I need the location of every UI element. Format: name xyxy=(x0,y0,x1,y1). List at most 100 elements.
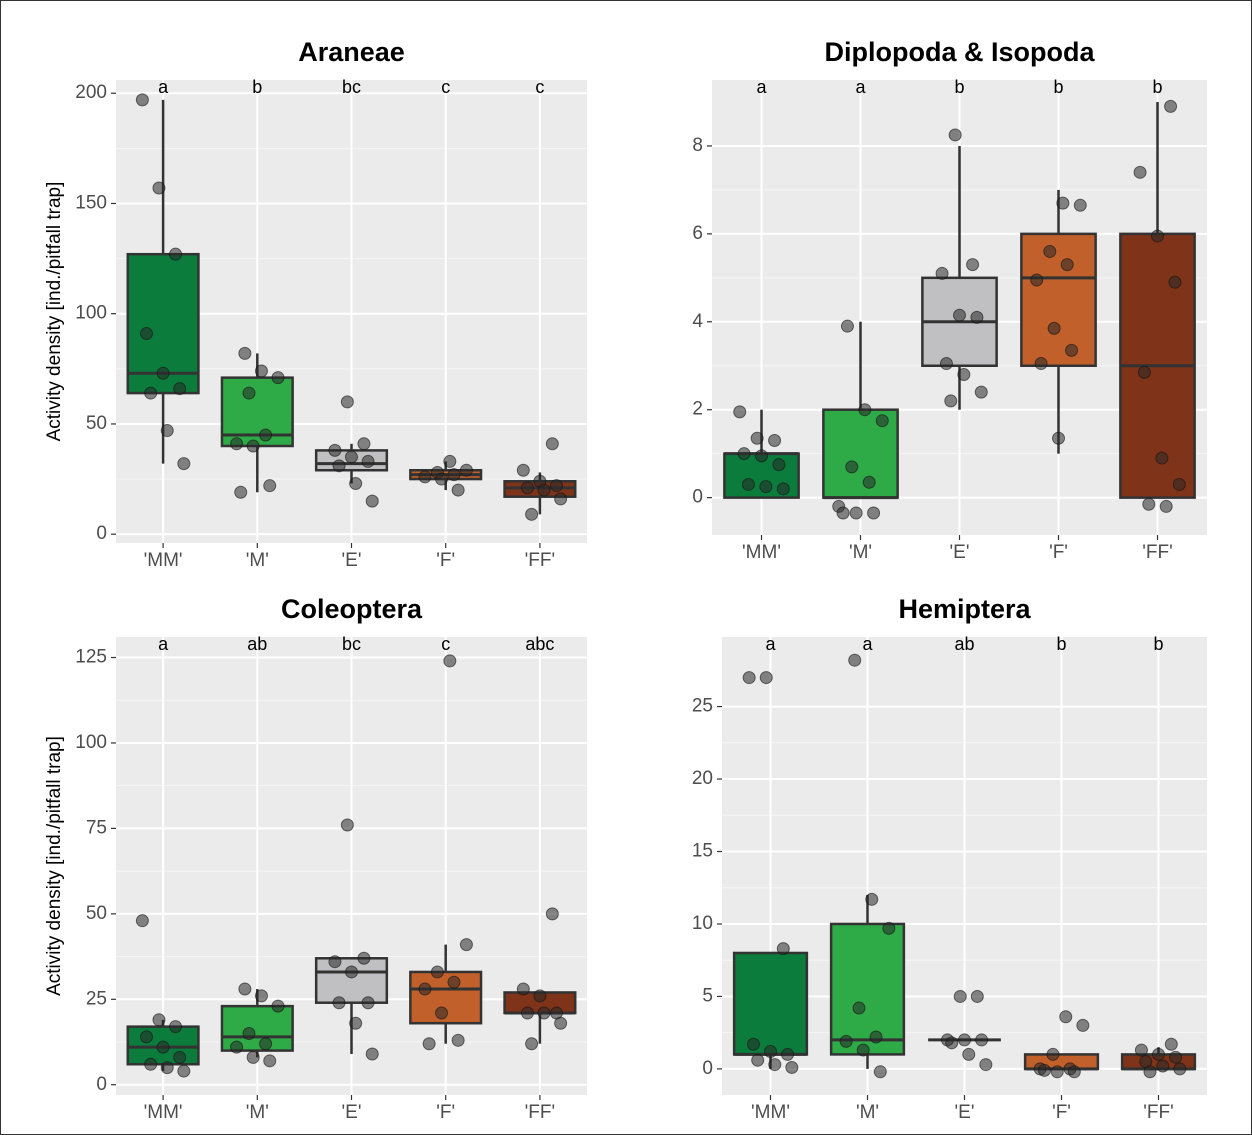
data-point xyxy=(263,479,277,493)
data-point xyxy=(1034,357,1048,371)
y-tick-label: 15 xyxy=(692,841,713,862)
data-point xyxy=(537,483,551,497)
significance-letter: b xyxy=(954,77,964,97)
significance-letter: bc xyxy=(342,634,361,654)
data-point xyxy=(340,818,354,832)
data-point xyxy=(979,1058,993,1072)
data-point xyxy=(849,506,863,520)
data-point xyxy=(177,457,191,471)
y-tick-label: 10 xyxy=(692,913,713,934)
box xyxy=(732,951,809,1056)
y-tick-label: 50 xyxy=(86,413,107,434)
data-point xyxy=(451,483,465,497)
panel-title: Diplopoda & Isopoda xyxy=(825,37,1096,67)
data-point xyxy=(271,371,285,385)
data-point xyxy=(345,965,358,979)
data-point xyxy=(1143,1065,1157,1079)
data-point xyxy=(230,1040,244,1054)
data-point xyxy=(135,93,149,107)
data-point xyxy=(1173,1062,1187,1076)
data-point xyxy=(554,492,568,506)
data-point xyxy=(177,1064,191,1078)
y-tick-label: 0 xyxy=(96,1074,107,1095)
data-point xyxy=(263,1054,277,1068)
data-point xyxy=(953,989,967,1003)
data-point xyxy=(852,1001,866,1015)
data-point xyxy=(234,485,248,499)
data-point xyxy=(173,1050,187,1064)
data-point xyxy=(1164,99,1178,113)
data-point xyxy=(418,982,432,996)
y-tick-label: 25 xyxy=(692,696,713,717)
data-point xyxy=(447,468,461,482)
data-point xyxy=(1155,451,1169,465)
x-tick-label: 'FF' xyxy=(1142,542,1172,563)
data-point xyxy=(1156,1059,1170,1073)
data-point xyxy=(328,955,342,969)
data-point xyxy=(970,989,984,1003)
data-point xyxy=(430,965,444,979)
data-point xyxy=(169,1020,183,1034)
significance-letter: b xyxy=(252,77,262,97)
data-point xyxy=(845,460,859,474)
significance-letter: a xyxy=(862,634,873,654)
y-tick-label: 5 xyxy=(702,985,713,1006)
x-tick-label: 'M' xyxy=(246,550,269,571)
data-point xyxy=(768,433,782,447)
data-point xyxy=(966,258,980,272)
y-axis-label: Activity density [ind./pitfall trap] xyxy=(44,736,65,996)
data-point xyxy=(882,921,896,935)
x-tick-label: 'MM' xyxy=(751,1102,790,1123)
y-tick-label: 200 xyxy=(75,82,107,103)
data-point xyxy=(1046,1047,1060,1061)
data-point xyxy=(1043,244,1057,258)
data-point xyxy=(537,1006,551,1020)
y-tick-label: 0 xyxy=(96,523,107,544)
data-point xyxy=(1052,431,1065,445)
data-point xyxy=(856,1043,870,1057)
data-point xyxy=(1152,1047,1165,1061)
significance-letter: ab xyxy=(247,634,267,654)
data-point xyxy=(867,506,881,520)
data-point xyxy=(1134,1043,1148,1057)
data-point xyxy=(858,403,872,417)
data-point xyxy=(345,450,358,464)
box xyxy=(829,922,906,1056)
data-point xyxy=(776,482,790,496)
significance-letter: b xyxy=(1056,634,1066,654)
significance-letter: b xyxy=(1053,77,1063,97)
data-point xyxy=(953,308,966,322)
data-point xyxy=(328,443,342,457)
data-point xyxy=(764,1045,777,1059)
data-point xyxy=(750,431,764,445)
y-tick-label: 75 xyxy=(86,817,107,838)
y-tick-label: 4 xyxy=(692,311,703,332)
significance-letter: b xyxy=(1152,77,1162,97)
x-tick-label: 'M' xyxy=(856,1102,879,1123)
data-point xyxy=(156,1040,170,1054)
data-point xyxy=(549,479,563,493)
x-tick-label: 'F' xyxy=(436,550,455,571)
data-point xyxy=(862,475,876,489)
y-tick-label: 150 xyxy=(75,192,107,213)
data-point xyxy=(516,982,530,996)
x-tick-label: 'E' xyxy=(342,1102,362,1123)
data-point xyxy=(1076,1018,1090,1032)
data-point xyxy=(1133,165,1147,179)
x-tick-label: 'FF' xyxy=(525,1102,555,1123)
data-point xyxy=(349,1016,363,1030)
data-point xyxy=(785,1060,799,1074)
data-point xyxy=(776,942,790,956)
significance-letter: a xyxy=(158,634,169,654)
significance-letter: ab xyxy=(954,634,974,654)
data-point xyxy=(254,989,268,1003)
panel-title: Araneae xyxy=(298,37,405,67)
data-point xyxy=(781,1047,795,1061)
box xyxy=(1020,232,1097,367)
data-point xyxy=(759,671,773,685)
x-tick-label: 'MM' xyxy=(144,1102,183,1123)
data-point xyxy=(340,395,354,409)
data-point xyxy=(1159,499,1173,513)
data-point xyxy=(944,394,958,408)
